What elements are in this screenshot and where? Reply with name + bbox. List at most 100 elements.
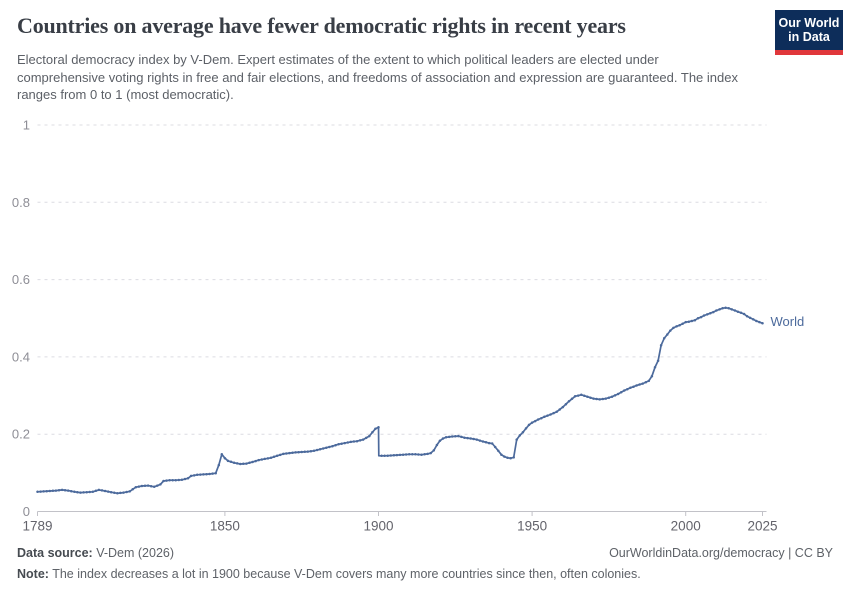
data-point-marker [177,478,181,482]
data-point-marker [702,314,706,317]
data-point-marker [254,459,257,463]
data-point-marker [705,313,709,316]
y-tick-label: 0.2 [12,427,30,442]
data-point-marker [493,445,497,449]
data-point-marker [364,436,368,440]
data-point-marker [146,484,150,487]
data-point-marker [755,319,758,323]
data-point-marker [325,446,328,449]
data-point-marker [389,454,393,457]
data-point-marker [361,438,365,441]
data-point-marker [411,453,414,456]
owid-link[interactable]: OurWorldinData.org/democracy | CC BY [609,546,833,560]
data-point-marker [598,398,601,401]
data-point-marker [195,473,199,477]
data-point-marker [607,396,611,399]
data-point-marker [736,310,740,313]
y-tick-label: 0.8 [12,195,30,210]
data-point-marker [294,451,297,454]
data-source-label: Data source: [17,546,93,560]
data-point-marker [70,489,73,493]
data-point-marker [355,439,359,443]
data-point-marker [641,382,644,385]
data-point-marker [159,483,162,486]
data-point-marker [337,442,340,446]
series-label-world[interactable]: World [770,314,805,330]
data-point-marker [60,488,64,492]
data-point-marker [42,490,45,493]
data-point-marker [650,374,654,378]
data-point-marker [223,456,227,460]
data-point-marker [580,393,583,397]
y-tick-label: 0 [23,504,30,519]
data-point-marker [300,450,303,454]
data-point-marker [629,386,632,390]
data-point-marker [275,454,279,458]
data-point-marker [349,440,353,444]
data-point-marker [561,405,565,409]
data-point-marker [395,453,399,457]
data-point-marker [374,427,377,431]
data-point-marker [524,427,528,430]
data-point-marker [481,440,485,443]
data-point-marker [358,439,362,442]
data-point-marker [450,435,454,438]
data-point-marker [334,443,337,447]
data-point-marker [377,425,380,429]
data-point-marker [758,320,761,324]
data-point-marker [331,444,334,448]
data-point-marker [420,453,423,456]
data-point-marker [709,311,712,315]
data-point-marker [39,490,42,493]
data-point-marker [696,317,700,320]
data-point-marker [718,308,721,311]
world-line-series[interactable] [37,306,763,495]
data-point-marker [383,454,386,458]
data-point-marker [552,411,555,415]
data-point-marker [45,489,48,493]
data-point-marker [497,449,500,453]
data-point-marker [521,431,525,434]
data-point-marker [242,462,245,466]
data-point-marker [527,423,531,427]
data-point-marker [662,337,666,340]
data-point-marker [220,453,224,456]
data-point-marker [435,443,439,447]
data-point-marker [91,490,95,494]
data-point-marker [595,397,598,401]
owid-logo[interactable]: Our World in Data [775,10,843,55]
data-point-marker [288,451,291,455]
data-point-marker [454,435,457,438]
data-point-marker [586,395,589,398]
data-point-marker [638,383,641,386]
data-point-marker [509,456,512,460]
data-point-marker [669,329,672,332]
data-point-marker [484,441,488,444]
data-point-marker [239,462,242,466]
data-point-marker [589,396,592,399]
data-point-marker [211,472,214,475]
y-tick-label: 1 [23,118,30,133]
y-tick-label: 0.6 [12,272,30,287]
owid-logo-line1: Our World [778,16,840,30]
data-point-marker [429,451,432,455]
data-point-marker [414,453,417,456]
data-point-marker [229,460,233,464]
x-tick-label: 2025 [747,519,777,534]
data-point-marker [500,453,503,456]
data-point-marker [371,431,374,434]
data-point-marker [125,490,128,494]
data-point-marker [506,456,509,460]
data-point-marker [392,454,396,457]
data-point-marker [576,394,580,397]
data-point-marker [475,438,479,441]
data-point-marker [79,491,82,494]
data-point-marker [143,484,147,488]
data-point-marker [214,471,217,475]
data-point-marker [678,323,681,327]
data-point-marker [423,453,426,456]
data-point-marker [635,384,638,387]
data-point-marker [140,484,144,488]
data-point-marker [180,478,184,482]
